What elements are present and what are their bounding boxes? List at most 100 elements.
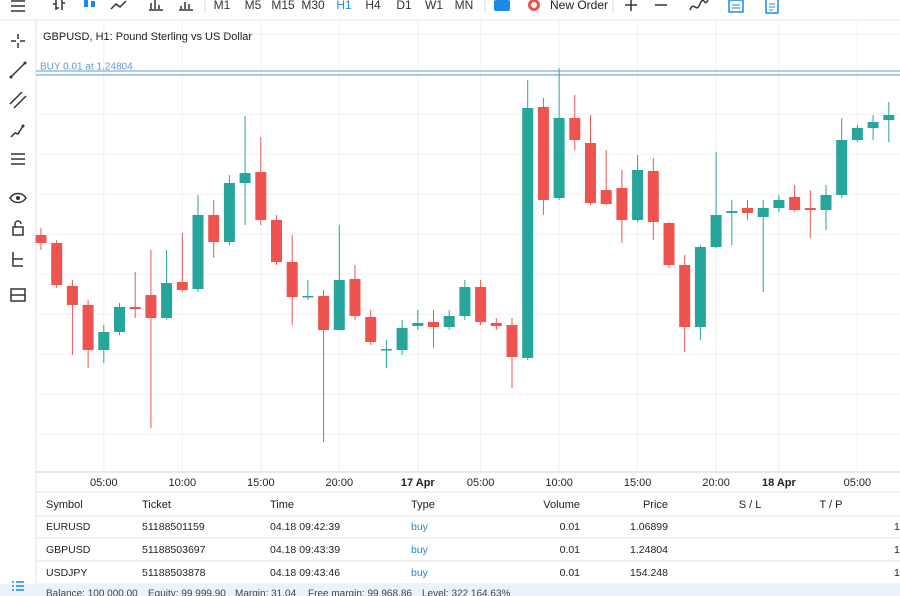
candle-body [506, 325, 518, 357]
visibility-tool[interactable] [9, 192, 27, 204]
candle-body [710, 215, 722, 247]
time-label: 05:00 [467, 477, 495, 489]
candle-body [553, 118, 565, 198]
bar-chart-button[interactable] [53, 0, 65, 10]
candle-body [98, 332, 110, 350]
tree-tool[interactable] [12, 252, 23, 267]
calendar-button[interactable] [728, 0, 744, 13]
status-item: Level: 322 164.63% [422, 589, 511, 596]
table-cell: 04.18 09:43:46 [270, 567, 340, 579]
time-label: 10:00 [169, 477, 197, 489]
candle-body [694, 247, 706, 327]
layers-tool[interactable] [10, 288, 26, 302]
candles-button[interactable] [84, 0, 95, 7]
new-order-icon[interactable] [528, 0, 540, 11]
table-cell: USDJPY [46, 567, 87, 579]
candle-body [443, 316, 455, 327]
column-header: Type [411, 499, 435, 511]
zoom-in-button[interactable] [625, 0, 637, 11]
candle-body [349, 279, 361, 316]
candle-body [836, 140, 848, 195]
timeframe-button[interactable]: M5 [245, 0, 262, 12]
candle-body [585, 143, 596, 203]
candle-body [82, 305, 94, 350]
candle-body [192, 215, 204, 289]
column-header: T / P [819, 499, 842, 511]
table-cell: buy [411, 544, 429, 556]
candle-body [365, 317, 377, 342]
templates-button[interactable] [179, 2, 193, 11]
table-cell: 0.01 [560, 544, 581, 556]
candle-body [223, 183, 235, 242]
lock-tool[interactable] [12, 220, 24, 236]
column-header: Volume [543, 499, 580, 511]
trade-button[interactable] [494, 0, 510, 11]
menu-button[interactable] [11, 0, 25, 12]
candle-body [66, 286, 78, 305]
crosshair-tool[interactable] [11, 34, 25, 48]
list-icon[interactable] [12, 581, 24, 591]
candle-body [412, 323, 424, 326]
report-button[interactable] [765, 0, 779, 14]
time-label: 15:00 [624, 477, 652, 489]
status-item: Balance: 100 000.00 [46, 589, 138, 596]
candle-body [459, 287, 471, 316]
table-cell: GBPUSD [46, 544, 91, 556]
candle-body [616, 188, 628, 220]
table-cell: 51188503697 [142, 544, 206, 556]
column-header: Time [270, 499, 294, 511]
candle-body [318, 296, 330, 330]
candle-body [789, 197, 801, 210]
candle-body [804, 208, 816, 210]
candle-body [161, 283, 173, 318]
time-label: 15:00 [247, 477, 275, 489]
table-cell: 0.01 [560, 521, 581, 533]
table-cell: EURUSD [46, 521, 91, 533]
candle-body [820, 195, 832, 210]
status-item: Free margin: 99 968.86 [308, 589, 412, 596]
candle-body [114, 307, 125, 332]
candle-body [239, 173, 251, 183]
candle-body [773, 200, 785, 208]
candle-body [396, 328, 408, 350]
trendline-tool[interactable] [9, 61, 27, 79]
timeframe-button[interactable]: M30 [301, 0, 325, 12]
candle-body [522, 108, 534, 358]
table-cell: 154.248 [630, 567, 668, 579]
time-label: 17 Apr [401, 477, 436, 489]
candle-body [333, 280, 345, 330]
channel-tool[interactable] [9, 91, 27, 109]
status-bar [0, 584, 900, 596]
candle-body [271, 220, 282, 262]
timeframe-button[interactable]: M1 [214, 0, 231, 12]
candle-body [380, 349, 392, 351]
candle-body [569, 118, 581, 140]
candle-body [35, 235, 47, 243]
new-order-label[interactable]: New Order [550, 0, 608, 12]
candle-body [490, 323, 502, 326]
status-item: Margin: 31.04 [235, 589, 297, 596]
candle-body [145, 295, 157, 318]
fib-tool[interactable] [10, 124, 25, 138]
timeframe-button[interactable]: W1 [425, 0, 443, 12]
levels-tool[interactable] [11, 153, 25, 165]
timeframe-button[interactable]: MN [455, 0, 474, 12]
status-item: Equity: 99 999.90 [148, 589, 226, 596]
candle-body [757, 208, 769, 217]
timeframe-button[interactable]: M15 [271, 0, 295, 12]
candle-body [286, 262, 298, 297]
timeframe-button[interactable]: D1 [396, 0, 412, 12]
table-cell: 1 [894, 544, 900, 556]
table-cell: 51188503878 [142, 567, 206, 579]
timeframe-button[interactable]: H4 [365, 0, 381, 12]
column-header: Ticket [142, 499, 171, 511]
buy-line-label: BUY 0.01 at 1.24804 [40, 62, 133, 73]
timeframe-button[interactable]: H1 [336, 0, 352, 12]
table-cell: 1 [894, 567, 900, 579]
indicator-button[interactable] [689, 0, 709, 11]
indicators-button[interactable] [149, 0, 163, 11]
candle-body [632, 170, 644, 220]
line-chart-button[interactable] [110, 0, 127, 10]
column-header: Price [643, 499, 668, 511]
